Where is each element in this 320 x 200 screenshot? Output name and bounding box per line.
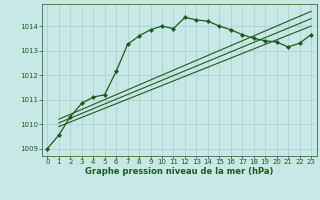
- X-axis label: Graphe pression niveau de la mer (hPa): Graphe pression niveau de la mer (hPa): [85, 167, 273, 176]
